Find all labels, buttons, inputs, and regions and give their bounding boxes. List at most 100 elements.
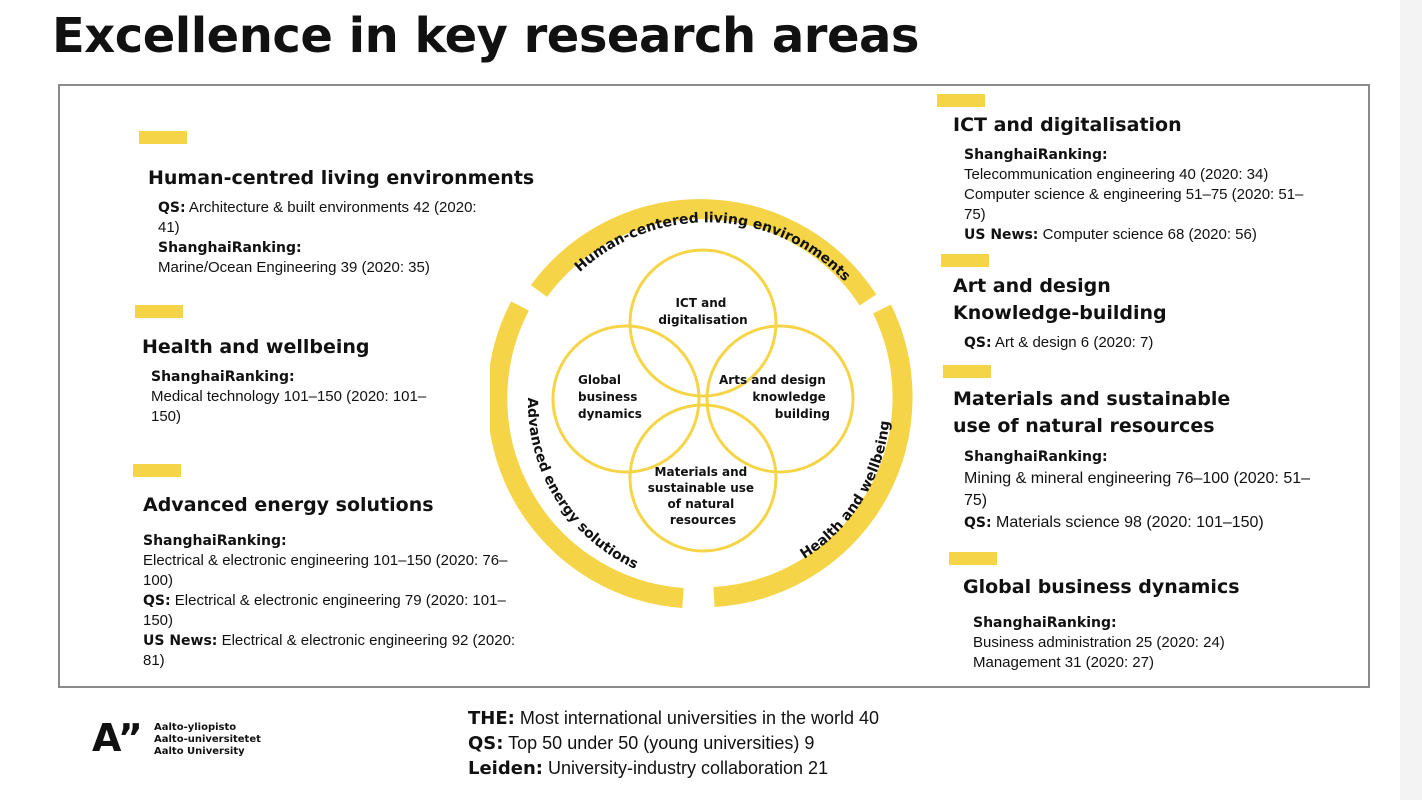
area-title-line: Knowledge-building [953, 302, 1167, 324]
ranking-text: Art & design 6 (2020: 7) [991, 334, 1154, 351]
accent-bar [133, 464, 181, 477]
circle-label-line: ICT and [675, 296, 726, 310]
inner-circle-ict [628, 248, 778, 398]
accent-bar [135, 305, 183, 318]
ranking-text: Computer science 68 (2020: 56) [1038, 226, 1257, 243]
circle-label-line: dynamics [578, 407, 642, 421]
ranking-line: 75) [964, 490, 1310, 512]
ranking-text: Medical technology 101–150 (2020: 101– [151, 388, 427, 405]
slide-edge [1400, 0, 1422, 800]
ranking-text: Business administration 25 (2020: 24) [973, 634, 1225, 651]
area-title: Advanced energy solutions [143, 492, 515, 519]
circle-label: Global business dynamics [578, 373, 642, 421]
logo-name-line: Aalto-yliopisto [154, 722, 237, 733]
ranking-line: 100) [143, 571, 515, 591]
content-frame [58, 84, 1370, 688]
area-title: Human-centred living environments [148, 165, 534, 192]
area-title: Global business dynamics [963, 574, 1240, 601]
aalto-logo-mark: A” [92, 716, 143, 760]
ranking-text: Management 31 (2020: 27) [973, 654, 1154, 671]
ranking-text: Computer science & engineering 51–75 (20… [964, 186, 1304, 203]
area-title-line: Human-centred living environments [148, 167, 535, 189]
circle-label-line: Global [578, 373, 621, 387]
ranking-line: 150) [143, 611, 515, 631]
ranking-text: Electrical & electronic engineering 92 (… [217, 632, 516, 649]
ranking-line: Business administration 25 (2020: 24) [973, 633, 1240, 653]
research-area-art-design: Art and design Knowledge-building QS: Ar… [953, 273, 1167, 353]
area-rankings: ShanghaiRanking: Electrical & electronic … [143, 531, 515, 671]
ranking-source: ShanghaiRanking: [964, 147, 1108, 163]
ranking-line: QS: Art & design 6 (2020: 7) [964, 333, 1167, 353]
area-title: Art and design Knowledge-building [953, 273, 1167, 327]
footer-label: Leiden: [468, 758, 543, 779]
circle-label: ICT and digitalisation [658, 296, 747, 327]
area-rankings: QS: Architecture & built environments 42… [158, 198, 534, 278]
area-title-line: ICT and digitalisation [953, 114, 1182, 136]
ranking-line: Mining & mineral engineering 76–100 (202… [964, 468, 1310, 490]
ranking-line: ShanghaiRanking: [964, 145, 1303, 165]
accent-bar [941, 254, 989, 267]
footer-line: Leiden: University-industry collaboratio… [468, 756, 879, 781]
ranking-source: ShanghaiRanking: [964, 449, 1108, 465]
circle-label-line: building [775, 407, 830, 421]
area-rankings: ShanghaiRanking: Mining & mineral enginee… [964, 446, 1310, 534]
ranking-line: US News: Computer science 68 (2020: 56) [964, 225, 1303, 245]
ranking-line: QS: Electrical & electronic engineering … [143, 591, 515, 611]
area-title-line: Materials and sustainable [953, 388, 1231, 410]
inner-circle-global [551, 324, 701, 474]
ranking-source: QS: [964, 335, 992, 351]
circle-label-line: digitalisation [658, 313, 747, 327]
ranking-source: QS: [143, 593, 171, 609]
circle-label: Arts and design knowledge building [719, 373, 830, 421]
research-area-energy: Advanced energy solutions ShanghaiRankin… [143, 492, 515, 671]
logo-name-line: Aalto-universitetet [154, 734, 261, 745]
area-title-line: Global business dynamics [963, 576, 1240, 598]
area-title: ICT and digitalisation [953, 112, 1303, 139]
ranking-text: Architecture & built environments 42 (20… [185, 199, 477, 216]
ranking-line: Electrical & electronic engineering 101–… [143, 551, 515, 571]
accent-bar [937, 94, 985, 107]
ranking-source: US News: [143, 633, 218, 649]
accent-bar [943, 365, 991, 378]
ranking-text: 150) [151, 408, 182, 425]
ranking-text: Materials science 98 (2020: 101–150) [991, 514, 1264, 531]
ranking-line: Computer science & engineering 51–75 (20… [964, 185, 1303, 205]
ring-segment-left [490, 301, 684, 608]
ranking-text: Telecommunication engineering 40 (2020: … [964, 166, 1269, 183]
area-rankings: ShanghaiRanking: Telecommunication engine… [964, 145, 1303, 245]
ranking-source: QS: [964, 515, 992, 531]
ranking-text: 41) [158, 219, 180, 236]
footer-label: QS: [468, 733, 504, 754]
area-title-line: Health and wellbeing [142, 336, 370, 358]
inner-circle-materials [628, 403, 778, 553]
research-area-human-centred: Human-centred living environments QS: Ar… [148, 165, 534, 278]
circle-label-line: knowledge [752, 390, 825, 404]
ranking-source: ShanghaiRanking: [151, 369, 295, 385]
page-title: Excellence in key research areas [52, 8, 919, 64]
research-area-health: Health and wellbeing ShanghaiRanking: Med… [142, 334, 426, 427]
research-area-global-business: Global business dynamics ShanghaiRanking… [963, 574, 1240, 673]
ranking-line: ShanghaiRanking: [964, 446, 1310, 468]
ranking-text: 75) [964, 206, 986, 223]
area-title: Materials and sustainable use of natural… [953, 386, 1310, 440]
ranking-text: 100) [143, 572, 174, 589]
ranking-source: ShanghaiRanking: [143, 533, 287, 549]
ranking-source: ShanghaiRanking: [158, 240, 302, 256]
ranking-text: Electrical & electronic engineering 79 (… [170, 592, 506, 609]
aalto-logo-names: Aalto-yliopisto Aalto-universitetet Aalt… [154, 722, 261, 758]
area-title-line: Advanced energy solutions [143, 494, 434, 516]
logo-name-line: Aalto University [154, 746, 245, 757]
area-rankings: ShanghaiRanking: Business administration … [973, 613, 1240, 673]
circle-label-line: Materials and [655, 465, 748, 479]
footer-label: THE: [468, 708, 515, 729]
ring-label: Advanced energy solutions [524, 397, 640, 572]
ranking-text: Mining & mineral engineering 76–100 (202… [964, 470, 1311, 487]
global-rankings-footer: THE: Most international universities in … [468, 706, 879, 781]
accent-bar [139, 131, 187, 144]
ranking-line: 150) [151, 407, 426, 427]
circle-label-line: of natural [668, 497, 735, 511]
ranking-line: QS: Architecture & built environments 42… [158, 198, 534, 218]
ranking-line: 75) [964, 205, 1303, 225]
circle-label-line: Arts and design [719, 373, 826, 387]
ranking-line: 81) [143, 651, 515, 671]
